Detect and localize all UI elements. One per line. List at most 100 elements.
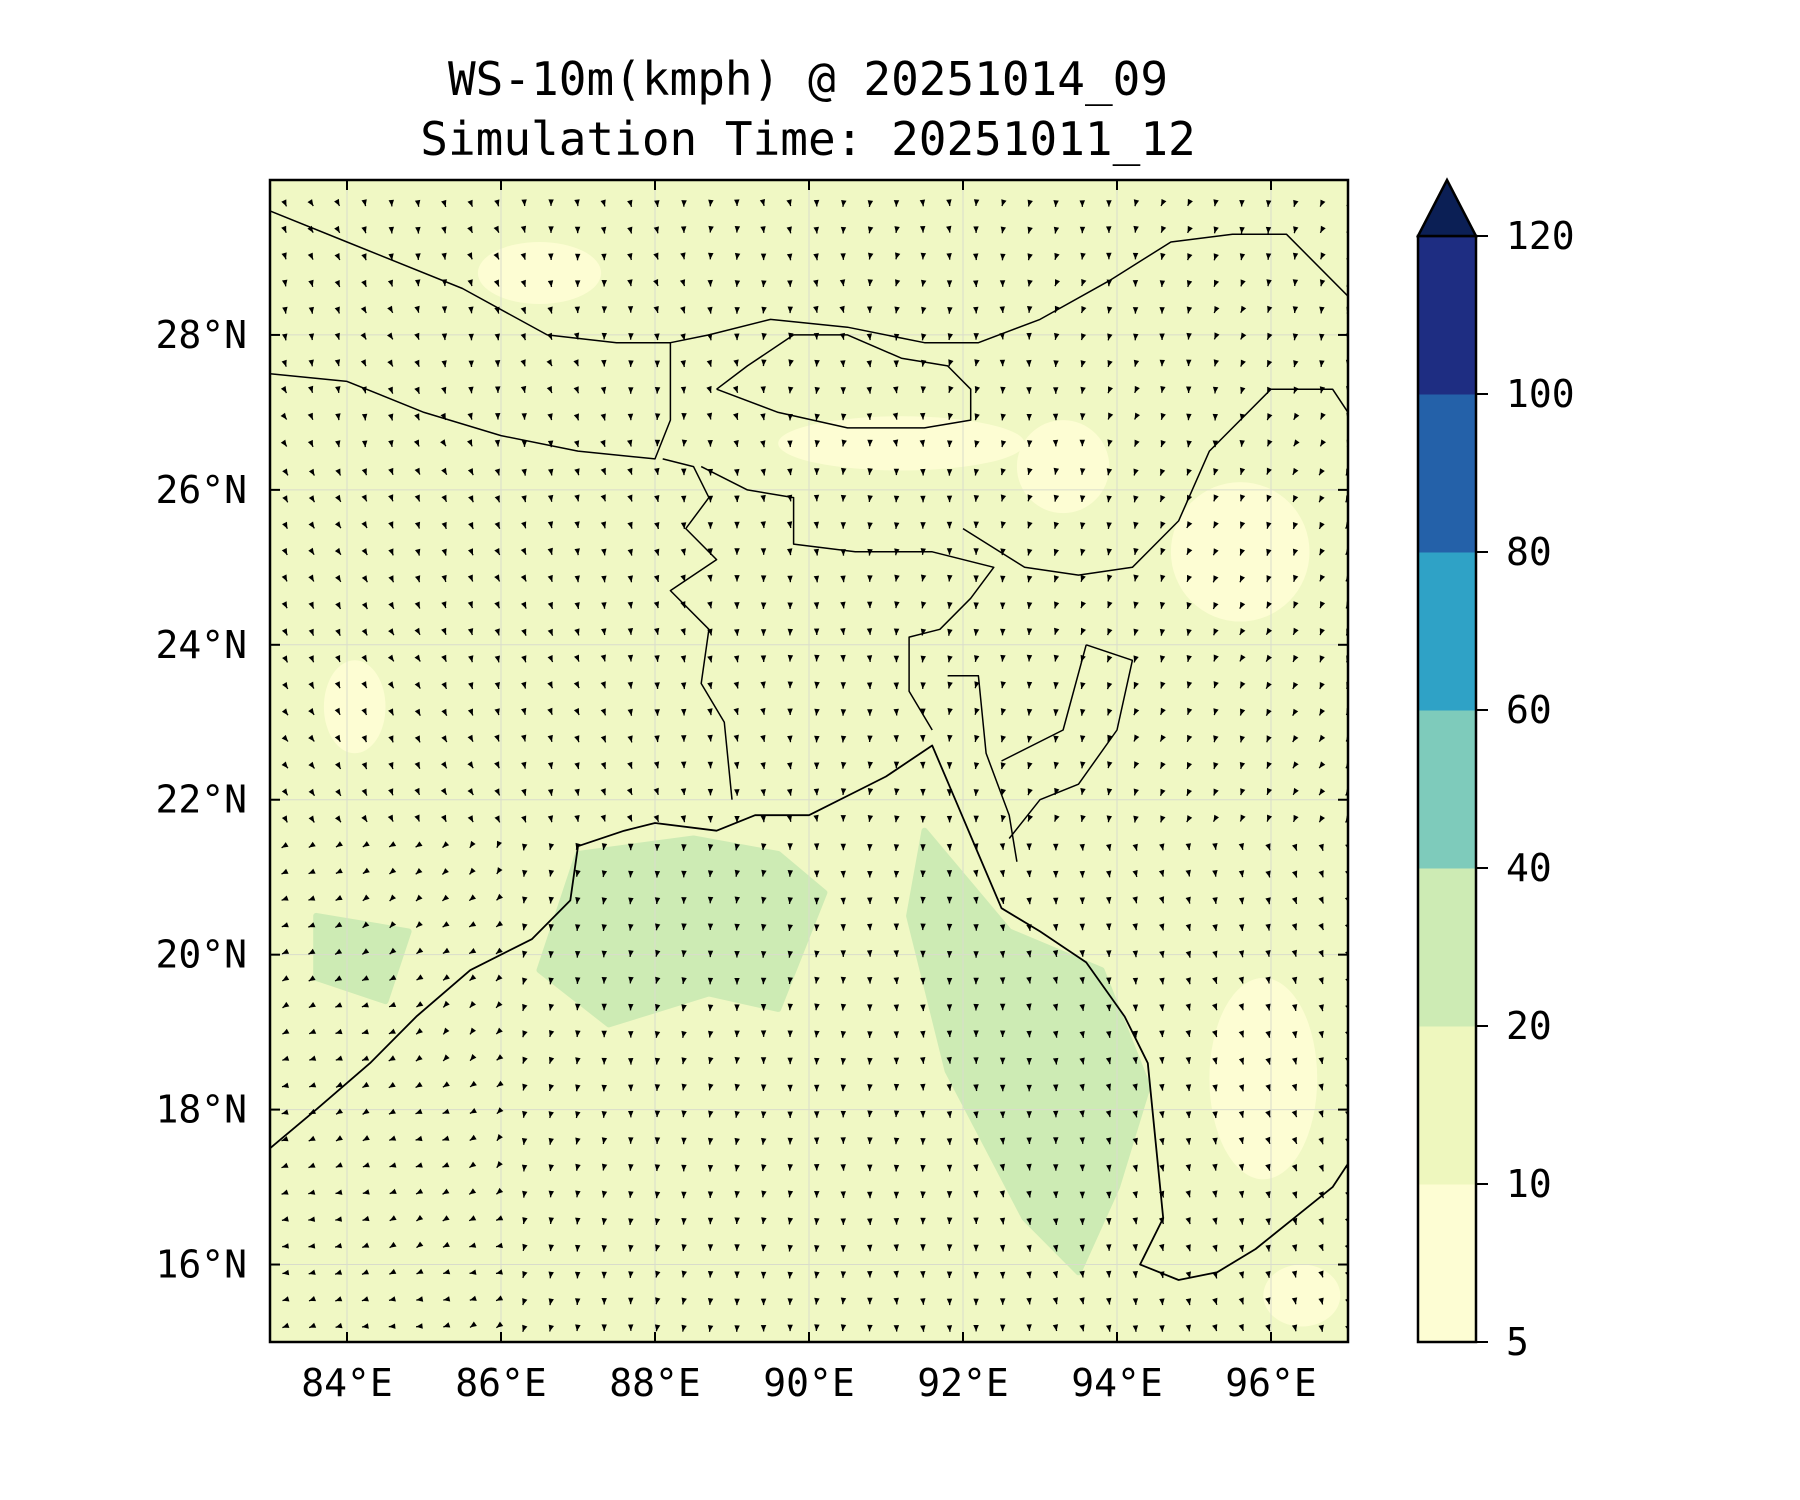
wind-arrow	[1319, 548, 1325, 556]
wind-arrow	[574, 628, 580, 636]
wind-arrow	[547, 440, 554, 448]
wind-arrow	[628, 843, 634, 851]
wind-arrow	[601, 602, 607, 609]
wind-arrow	[1052, 1218, 1059, 1225]
wind-arrow	[1133, 681, 1139, 690]
wind-arrow	[627, 548, 633, 556]
wind-arrow	[1027, 253, 1033, 261]
wind-arrow	[895, 279, 901, 287]
wind-arrow	[1213, 253, 1219, 261]
wind-arrow	[840, 549, 846, 556]
wind-arrow	[469, 1027, 476, 1035]
wind-arrow	[1052, 950, 1059, 958]
wind-arrow	[813, 494, 820, 502]
wind-arrow	[947, 655, 953, 663]
wind-arrow	[814, 468, 820, 475]
wind-arrow	[388, 548, 394, 556]
wind-arrow	[999, 359, 1006, 367]
wind-arrow	[468, 1188, 477, 1195]
wind-arrow	[946, 1244, 953, 1251]
wind-arrow	[522, 1056, 528, 1064]
wind-arrow	[1240, 494, 1246, 502]
wind-arrow	[627, 521, 633, 529]
wind-arrow	[574, 762, 580, 770]
wind-arrow	[601, 1057, 607, 1065]
wind-arrow	[681, 1137, 687, 1145]
wind-arrow	[1318, 1083, 1324, 1091]
wind-arrow	[468, 655, 474, 663]
wind-arrow	[974, 707, 980, 716]
wind-arrow	[760, 629, 767, 636]
wind-arrow	[521, 413, 527, 420]
wind-arrow	[1266, 467, 1272, 475]
wind-arrow	[1132, 1244, 1138, 1251]
wind-arrow	[734, 1030, 740, 1038]
wind-arrow	[1133, 574, 1139, 582]
wind-arrow	[442, 1215, 450, 1222]
calm-zone-0	[778, 416, 1025, 471]
wind-arrow	[389, 921, 397, 929]
wind-arrow	[334, 1243, 342, 1249]
wind-arrow	[841, 200, 847, 207]
wind-arrow	[894, 788, 900, 796]
wind-arrow	[388, 253, 394, 261]
wind-arrow	[1132, 252, 1139, 260]
wind-arrow	[787, 1324, 793, 1332]
wind-arrow	[920, 1004, 926, 1012]
wind-arrow	[920, 574, 927, 582]
wind-arrow	[627, 279, 633, 287]
wind-arrow	[1212, 950, 1218, 958]
wind-arrow	[601, 897, 608, 905]
wind-arrow	[415, 1081, 423, 1089]
wind-arrow	[655, 413, 661, 420]
wind-arrow	[1185, 1030, 1191, 1038]
wind-arrow	[282, 279, 288, 287]
wind-arrow	[573, 332, 580, 340]
wind-arrow	[840, 1191, 846, 1198]
wind-arrow	[680, 522, 687, 529]
wind-arrow	[1212, 521, 1219, 529]
wind-arrow	[1266, 787, 1273, 796]
wind-arrow	[1212, 602, 1219, 610]
wind-arrow	[335, 574, 342, 583]
wind-arrow	[973, 789, 979, 796]
wind-arrow	[1158, 896, 1165, 904]
wind-arrow	[1185, 1244, 1191, 1252]
wind-arrow	[1292, 1057, 1298, 1065]
wind-arrow	[361, 1269, 369, 1275]
wind-arrow	[1105, 1110, 1112, 1118]
wind-arrow	[654, 1031, 661, 1038]
wind-arrow	[522, 977, 528, 985]
wind-arrow	[469, 1161, 477, 1169]
colorbar-extend-arrow	[1415, 177, 1479, 238]
wind-arrow	[282, 333, 288, 341]
wind-arrow	[707, 548, 713, 555]
wind-arrow	[494, 521, 501, 529]
wind-arrow	[1213, 762, 1219, 770]
wind-arrow	[521, 521, 527, 529]
wind-arrow	[548, 1190, 554, 1198]
wind-arrow	[788, 359, 794, 367]
wind-arrow	[973, 896, 979, 904]
wind-arrow	[840, 628, 846, 635]
wind-arrow	[734, 199, 740, 207]
wind-arrow	[760, 602, 767, 610]
wind-arrow	[1318, 843, 1324, 851]
wind-arrow	[547, 815, 554, 823]
wind-arrow	[920, 548, 926, 555]
wind-arrow	[575, 1163, 581, 1171]
wind-arrow	[706, 359, 712, 367]
wind-arrow	[469, 867, 476, 875]
wind-arrow	[681, 1324, 687, 1332]
wind-arrow	[1319, 225, 1326, 234]
wind-arrow	[521, 788, 527, 796]
wind-arrow	[308, 1162, 316, 1169]
wind-arrow	[1080, 252, 1086, 260]
wind-arrow	[308, 922, 316, 928]
wind-arrow	[999, 1190, 1005, 1198]
wind-arrow	[1265, 843, 1271, 851]
wind-arrow	[788, 386, 794, 394]
wind-arrow	[467, 601, 474, 609]
wind-arrow	[442, 1081, 450, 1088]
wind-arrow	[1159, 655, 1166, 663]
